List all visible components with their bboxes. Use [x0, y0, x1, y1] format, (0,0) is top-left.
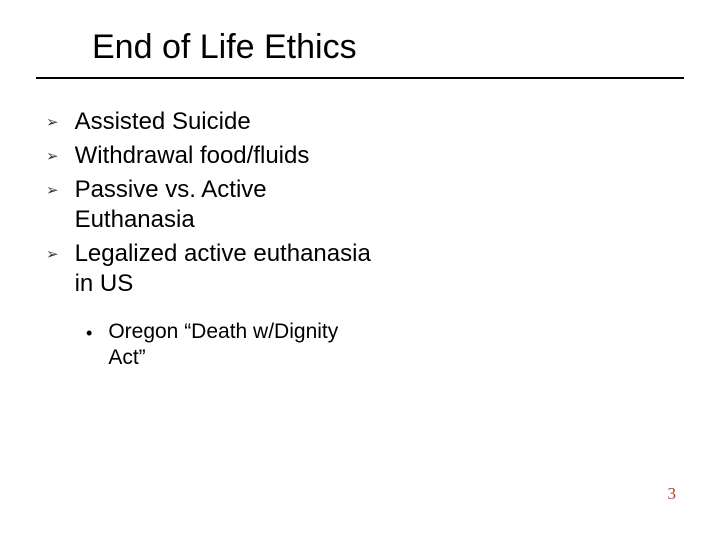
page-number: 3 [668, 484, 677, 504]
bullet-text: Assisted Suicide [75, 107, 376, 137]
bullet-text: Legalized active euthanasia in US [75, 239, 376, 299]
arrow-icon: ➢ [46, 148, 59, 167]
slide: End of Life Ethics ➢ Assisted Suicide ➢ … [0, 0, 720, 540]
sub-bullet-list: • Oregon “Death w/Dignity Act” [36, 319, 376, 372]
sub-bullet-text: Oregon “Death w/Dignity Act” [108, 319, 376, 372]
bullet-item: ➢ Legalized active euthanasia in US [46, 239, 376, 299]
bullet-item: ➢ Withdrawal food/fluids [46, 141, 376, 171]
bullet-text: Passive vs. Active Euthanasia [75, 175, 376, 235]
sub-bullet-item: • Oregon “Death w/Dignity Act” [86, 319, 376, 372]
bullet-text: Withdrawal food/fluids [75, 141, 376, 171]
bullet-item: ➢ Assisted Suicide [46, 107, 376, 137]
arrow-icon: ➢ [46, 246, 59, 265]
arrow-icon: ➢ [46, 114, 59, 133]
bullet-item: ➢ Passive vs. Active Euthanasia [46, 175, 376, 235]
slide-title: End of Life Ethics [36, 28, 684, 79]
bullet-list: ➢ Assisted Suicide ➢ Withdrawal food/flu… [36, 107, 376, 299]
dot-icon: • [86, 322, 92, 345]
arrow-icon: ➢ [46, 182, 59, 201]
